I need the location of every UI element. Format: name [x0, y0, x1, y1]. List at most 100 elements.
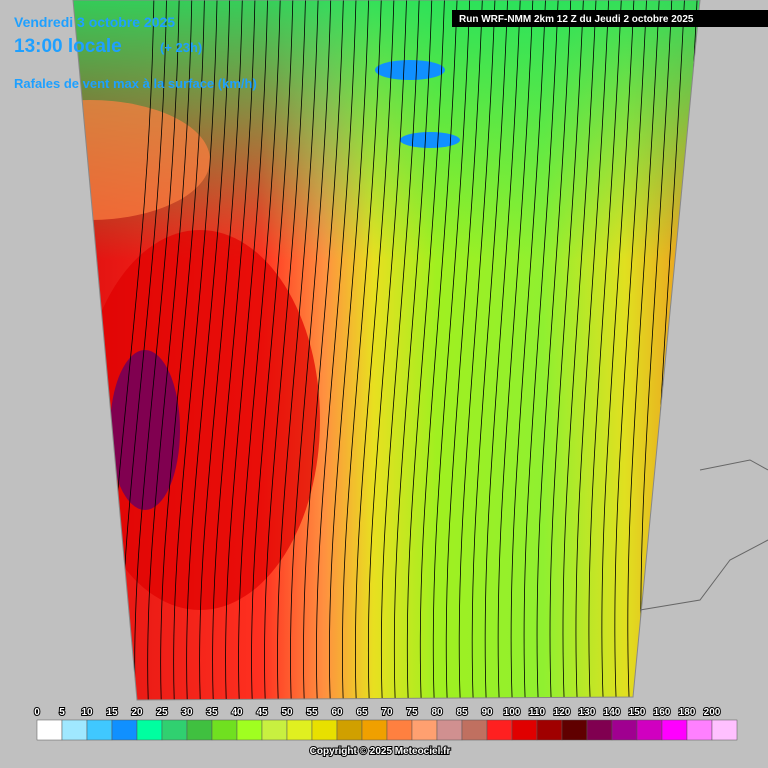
legend-swatch — [661, 719, 688, 741]
legend-label: 140 — [604, 707, 621, 718]
streamline — [575, 0, 610, 700]
legend-label: 200 — [704, 707, 721, 718]
streamline — [549, 0, 585, 700]
streamline — [303, 0, 344, 700]
streamline — [251, 0, 294, 700]
legend-swatch — [711, 719, 738, 741]
legend-label: 45 — [256, 707, 268, 718]
legend-swatch — [286, 719, 313, 741]
legend-swatch — [161, 719, 188, 741]
legend-label: 85 — [456, 707, 468, 718]
legend-swatch — [136, 719, 163, 741]
streamline — [471, 0, 509, 700]
legend-label: 40 — [231, 707, 243, 718]
legend-swatch — [511, 719, 538, 741]
legend-label: 120 — [554, 707, 571, 718]
legend-swatch — [686, 719, 713, 741]
streamline — [134, 0, 180, 700]
streamline — [147, 0, 193, 700]
legend-swatch — [586, 719, 613, 741]
streamline — [614, 0, 648, 700]
streamline — [406, 0, 446, 700]
parameter: Rafales de vent max à la surface (km/h) — [14, 76, 257, 91]
date: Vendredi 3 octobre 2025 — [14, 14, 175, 30]
legend-label: 150 — [629, 707, 646, 718]
streamline — [588, 0, 623, 700]
legend-swatch — [261, 719, 288, 741]
legend: 0 5 10 15 20 25 30 35 40 45 50 55 60 65 70 75 80 85 90 100 1… — [33, 706, 738, 741]
legend-label: 20 — [131, 707, 143, 718]
streamline — [419, 0, 458, 700]
streamline — [316, 0, 357, 700]
legend-swatch — [461, 719, 488, 741]
streamline — [497, 0, 534, 700]
legend-swatch — [36, 719, 63, 741]
legend-label: 180 — [679, 707, 696, 718]
streamline — [186, 0, 231, 700]
legend-swatch — [61, 719, 88, 741]
legend-label: 60 — [331, 707, 343, 718]
legend-label: 75 — [406, 707, 418, 718]
legend-swatch — [311, 719, 338, 741]
streamline — [562, 0, 597, 700]
legend-label: 130 — [579, 707, 596, 718]
legend-swatch — [611, 719, 638, 741]
legend-swatch — [636, 719, 663, 741]
streamline — [445, 0, 484, 700]
wind-field — [73, 0, 748, 720]
streamline — [458, 0, 496, 700]
legend-label: 0 — [34, 707, 40, 718]
legend-swatch — [361, 719, 388, 741]
streamline — [354, 0, 395, 700]
legend-swatch — [536, 719, 563, 741]
legend-label: 30 — [181, 707, 193, 718]
legend-swatch — [436, 719, 463, 741]
streamline — [212, 0, 256, 700]
streamline — [692, 0, 700, 700]
streamline — [199, 0, 243, 700]
legend-label: 25 — [156, 707, 168, 718]
legend-label: 10 — [81, 707, 93, 718]
legend-label: 50 — [281, 707, 293, 718]
streamline — [277, 0, 319, 700]
streamline — [238, 0, 281, 700]
streamline — [341, 0, 382, 700]
legend-swatch — [486, 719, 513, 741]
streamline — [627, 0, 660, 700]
streamline — [393, 0, 433, 700]
legend-swatch — [86, 719, 113, 741]
streamline — [225, 0, 269, 700]
streamline — [601, 0, 635, 700]
streamline — [536, 0, 572, 700]
run: Run WRF-NMM 2km 12 Z du Jeudi 2 octobre … — [459, 14, 694, 25]
legend-swatch — [236, 719, 263, 741]
legend-label: 15 — [106, 707, 118, 718]
legend-swatch — [336, 719, 363, 741]
legend-swatch — [186, 719, 213, 741]
legend-swatch — [411, 719, 438, 741]
legend-swatch — [386, 719, 413, 741]
streamline — [706, 0, 736, 720]
legend-swatch — [561, 719, 588, 741]
legend-swatch — [111, 719, 138, 741]
streamline — [173, 0, 218, 700]
streamline — [329, 0, 370, 700]
legend-label: 35 — [206, 707, 218, 718]
legend-label: 65 — [356, 707, 368, 718]
streamline — [367, 0, 408, 700]
legend-label: 90 — [481, 707, 493, 718]
copyright: Copyright © 2025 Meteociel.fr — [310, 746, 451, 757]
streamline — [432, 0, 471, 700]
legend-label: 70 — [381, 707, 393, 718]
streamline — [718, 0, 748, 720]
streamline — [510, 0, 547, 700]
streamline — [290, 0, 332, 700]
run-box — [452, 10, 768, 27]
legend-label: 110 — [529, 707, 546, 718]
streamline — [380, 0, 420, 700]
streamline — [264, 0, 307, 700]
legend-swatch — [211, 719, 238, 741]
legend-label: 5 — [59, 707, 65, 718]
streamline — [484, 0, 521, 700]
